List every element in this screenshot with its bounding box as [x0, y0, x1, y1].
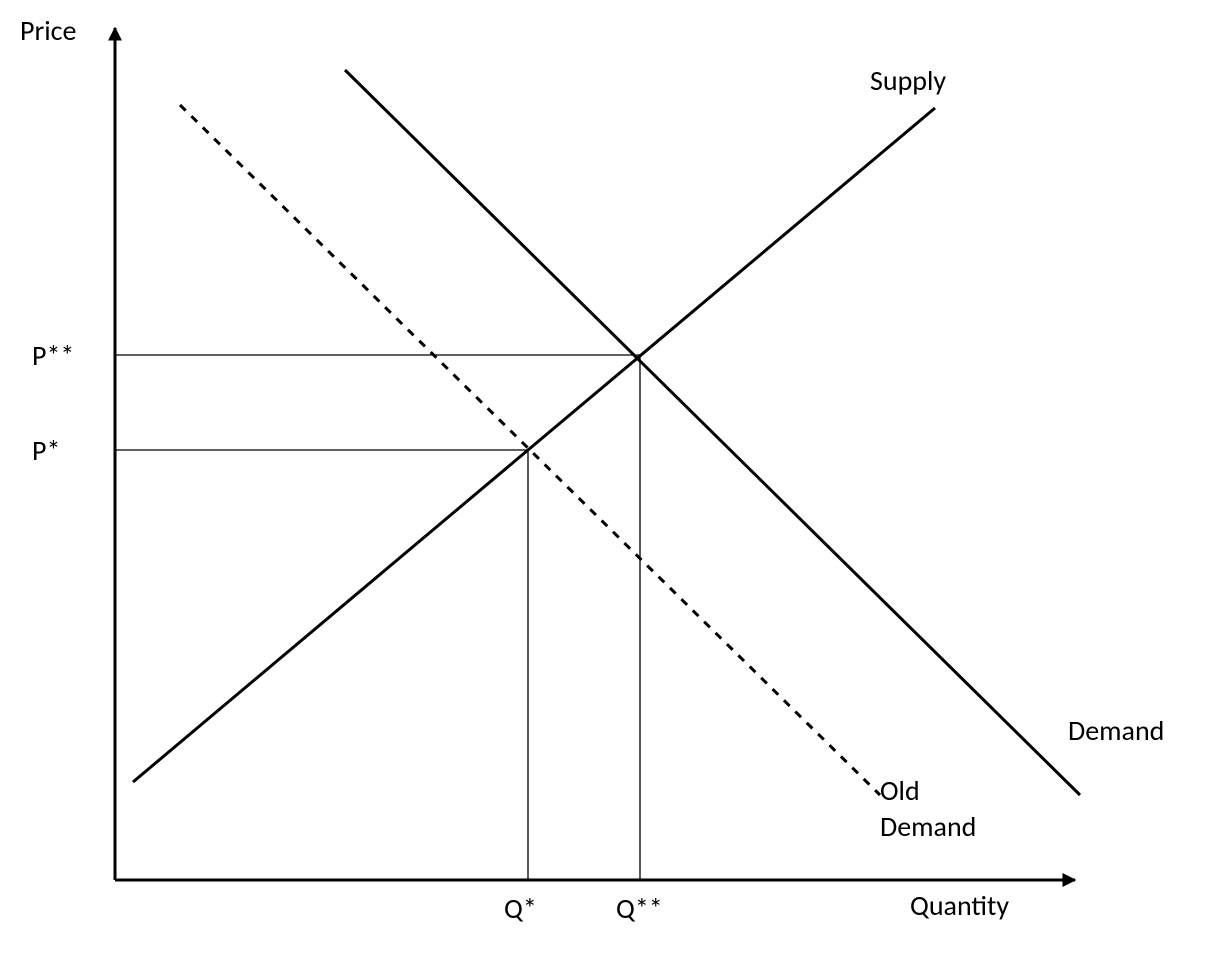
q-starstar-label: Q**	[616, 891, 663, 926]
x-axis-label: Quantity	[910, 888, 1009, 923]
q-star-label: Q*	[504, 891, 537, 926]
p-star-label: P*	[32, 433, 60, 468]
demand-label: Demand	[1068, 713, 1164, 748]
y-axis-label: Price	[20, 13, 76, 48]
supply-label: Supply	[870, 63, 946, 98]
chart-background	[0, 0, 1221, 953]
p-starstar-label: P**	[32, 338, 74, 373]
